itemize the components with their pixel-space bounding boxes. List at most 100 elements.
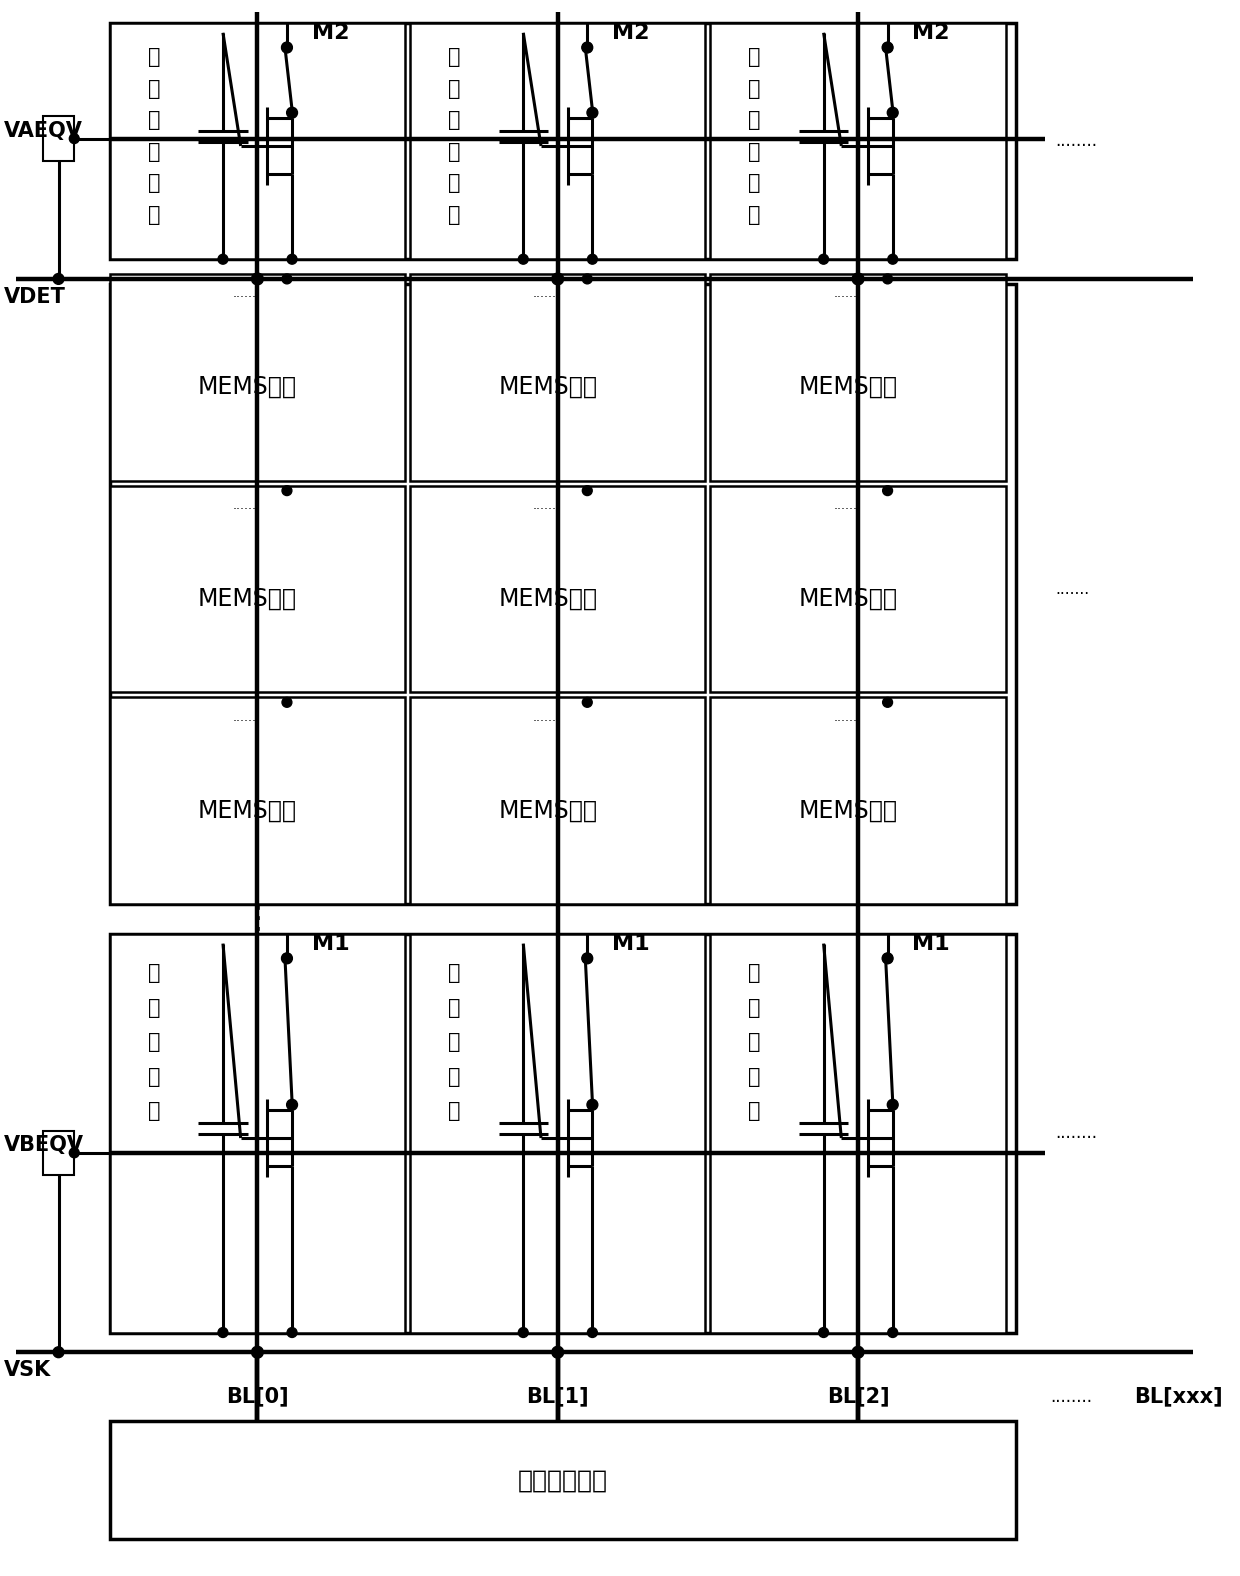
Circle shape <box>888 107 898 118</box>
Bar <box>42 1130 74 1176</box>
Text: MEMS像元: MEMS像元 <box>198 375 298 399</box>
Text: ......: ...... <box>833 287 857 299</box>
Circle shape <box>583 485 593 495</box>
Circle shape <box>281 953 293 965</box>
Bar <box>42 117 74 161</box>
Bar <box>711 698 1006 905</box>
Circle shape <box>552 273 564 285</box>
Text: ........: ........ <box>1055 1124 1097 1143</box>
Circle shape <box>587 107 598 118</box>
Text: ......: ...... <box>533 500 557 512</box>
Text: ......: ...... <box>533 711 557 723</box>
Text: MEMS像元: MEMS像元 <box>498 799 598 823</box>
Text: 盲: 盲 <box>148 1032 160 1053</box>
Text: 像: 像 <box>749 173 761 194</box>
Text: 效: 效 <box>148 79 160 99</box>
Circle shape <box>281 698 291 708</box>
Circle shape <box>582 953 593 965</box>
Bar <box>410 698 706 905</box>
Text: BL[2]: BL[2] <box>827 1387 889 1406</box>
Text: 盲: 盲 <box>749 1032 761 1053</box>
Bar <box>410 24 706 258</box>
Text: M2: M2 <box>913 22 950 43</box>
Circle shape <box>583 274 593 284</box>
Circle shape <box>583 43 593 52</box>
Circle shape <box>518 1327 528 1338</box>
Circle shape <box>818 254 828 265</box>
Text: 像: 像 <box>749 1067 761 1086</box>
Text: M1: M1 <box>611 933 650 953</box>
Bar <box>711 485 1006 692</box>
Text: 效: 效 <box>448 998 460 1018</box>
Text: 元: 元 <box>448 205 460 225</box>
Text: ......: ...... <box>233 287 257 299</box>
Bar <box>109 698 405 905</box>
Text: ........: ........ <box>1050 1387 1092 1406</box>
Circle shape <box>583 698 593 708</box>
Text: ......: ...... <box>833 711 857 723</box>
Circle shape <box>852 1346 864 1359</box>
Text: MEMS像元: MEMS像元 <box>799 799 898 823</box>
Circle shape <box>53 1347 64 1357</box>
Text: 像: 像 <box>448 173 460 194</box>
Bar <box>109 274 405 481</box>
Circle shape <box>53 274 64 284</box>
Bar <box>109 24 405 258</box>
Text: ......: ...... <box>833 500 857 512</box>
Text: 等: 等 <box>749 963 761 983</box>
Text: 效: 效 <box>448 142 460 162</box>
Circle shape <box>218 254 228 265</box>
Text: ........: ........ <box>1055 132 1097 150</box>
Bar <box>109 24 1016 258</box>
Text: 像: 像 <box>148 1067 160 1086</box>
Circle shape <box>587 1100 598 1110</box>
Text: MEMS像元: MEMS像元 <box>198 799 298 823</box>
Text: 效: 效 <box>448 79 460 99</box>
Text: 像: 像 <box>148 173 160 194</box>
Text: 元: 元 <box>448 1102 460 1121</box>
Text: ......: ...... <box>233 500 257 512</box>
Text: 读出电路阵列: 读出电路阵列 <box>517 1469 608 1492</box>
Circle shape <box>883 698 893 708</box>
Text: MEMS像元: MEMS像元 <box>198 586 298 611</box>
Circle shape <box>281 43 291 52</box>
Text: VBEQV: VBEQV <box>5 1135 84 1155</box>
Circle shape <box>883 485 893 495</box>
Bar <box>711 933 1006 1333</box>
Text: 有: 有 <box>448 110 460 131</box>
Bar <box>109 485 405 692</box>
Text: ⋮: ⋮ <box>542 905 573 933</box>
Bar <box>711 274 1006 481</box>
Circle shape <box>883 43 893 52</box>
Circle shape <box>888 1327 898 1338</box>
Text: M2: M2 <box>611 22 650 43</box>
Text: 效: 效 <box>148 142 160 162</box>
Bar <box>109 1422 1016 1540</box>
Circle shape <box>818 1327 828 1338</box>
Circle shape <box>518 254 528 265</box>
Circle shape <box>583 953 593 963</box>
Text: 元: 元 <box>148 1102 160 1121</box>
Text: 效: 效 <box>148 998 160 1018</box>
Circle shape <box>286 107 298 118</box>
Circle shape <box>882 43 893 54</box>
Text: MEMS像元: MEMS像元 <box>799 375 898 399</box>
Text: VSK: VSK <box>5 1360 52 1381</box>
Text: BL[1]: BL[1] <box>527 1387 589 1406</box>
Text: VAEQV: VAEQV <box>5 121 83 142</box>
Text: 元: 元 <box>749 1102 761 1121</box>
Circle shape <box>882 953 893 965</box>
Bar <box>410 274 706 481</box>
Circle shape <box>582 43 593 54</box>
Circle shape <box>288 254 298 265</box>
Circle shape <box>883 953 893 963</box>
Text: 元: 元 <box>148 205 160 225</box>
Text: MEMS像元: MEMS像元 <box>498 586 598 611</box>
Text: ......: ...... <box>533 287 557 299</box>
Circle shape <box>252 273 263 285</box>
Circle shape <box>552 1346 564 1359</box>
Text: ⋮: ⋮ <box>843 905 873 933</box>
Text: BL[xxx]: BL[xxx] <box>1133 1387 1223 1406</box>
Bar <box>711 24 1006 258</box>
Bar <box>109 284 1016 905</box>
